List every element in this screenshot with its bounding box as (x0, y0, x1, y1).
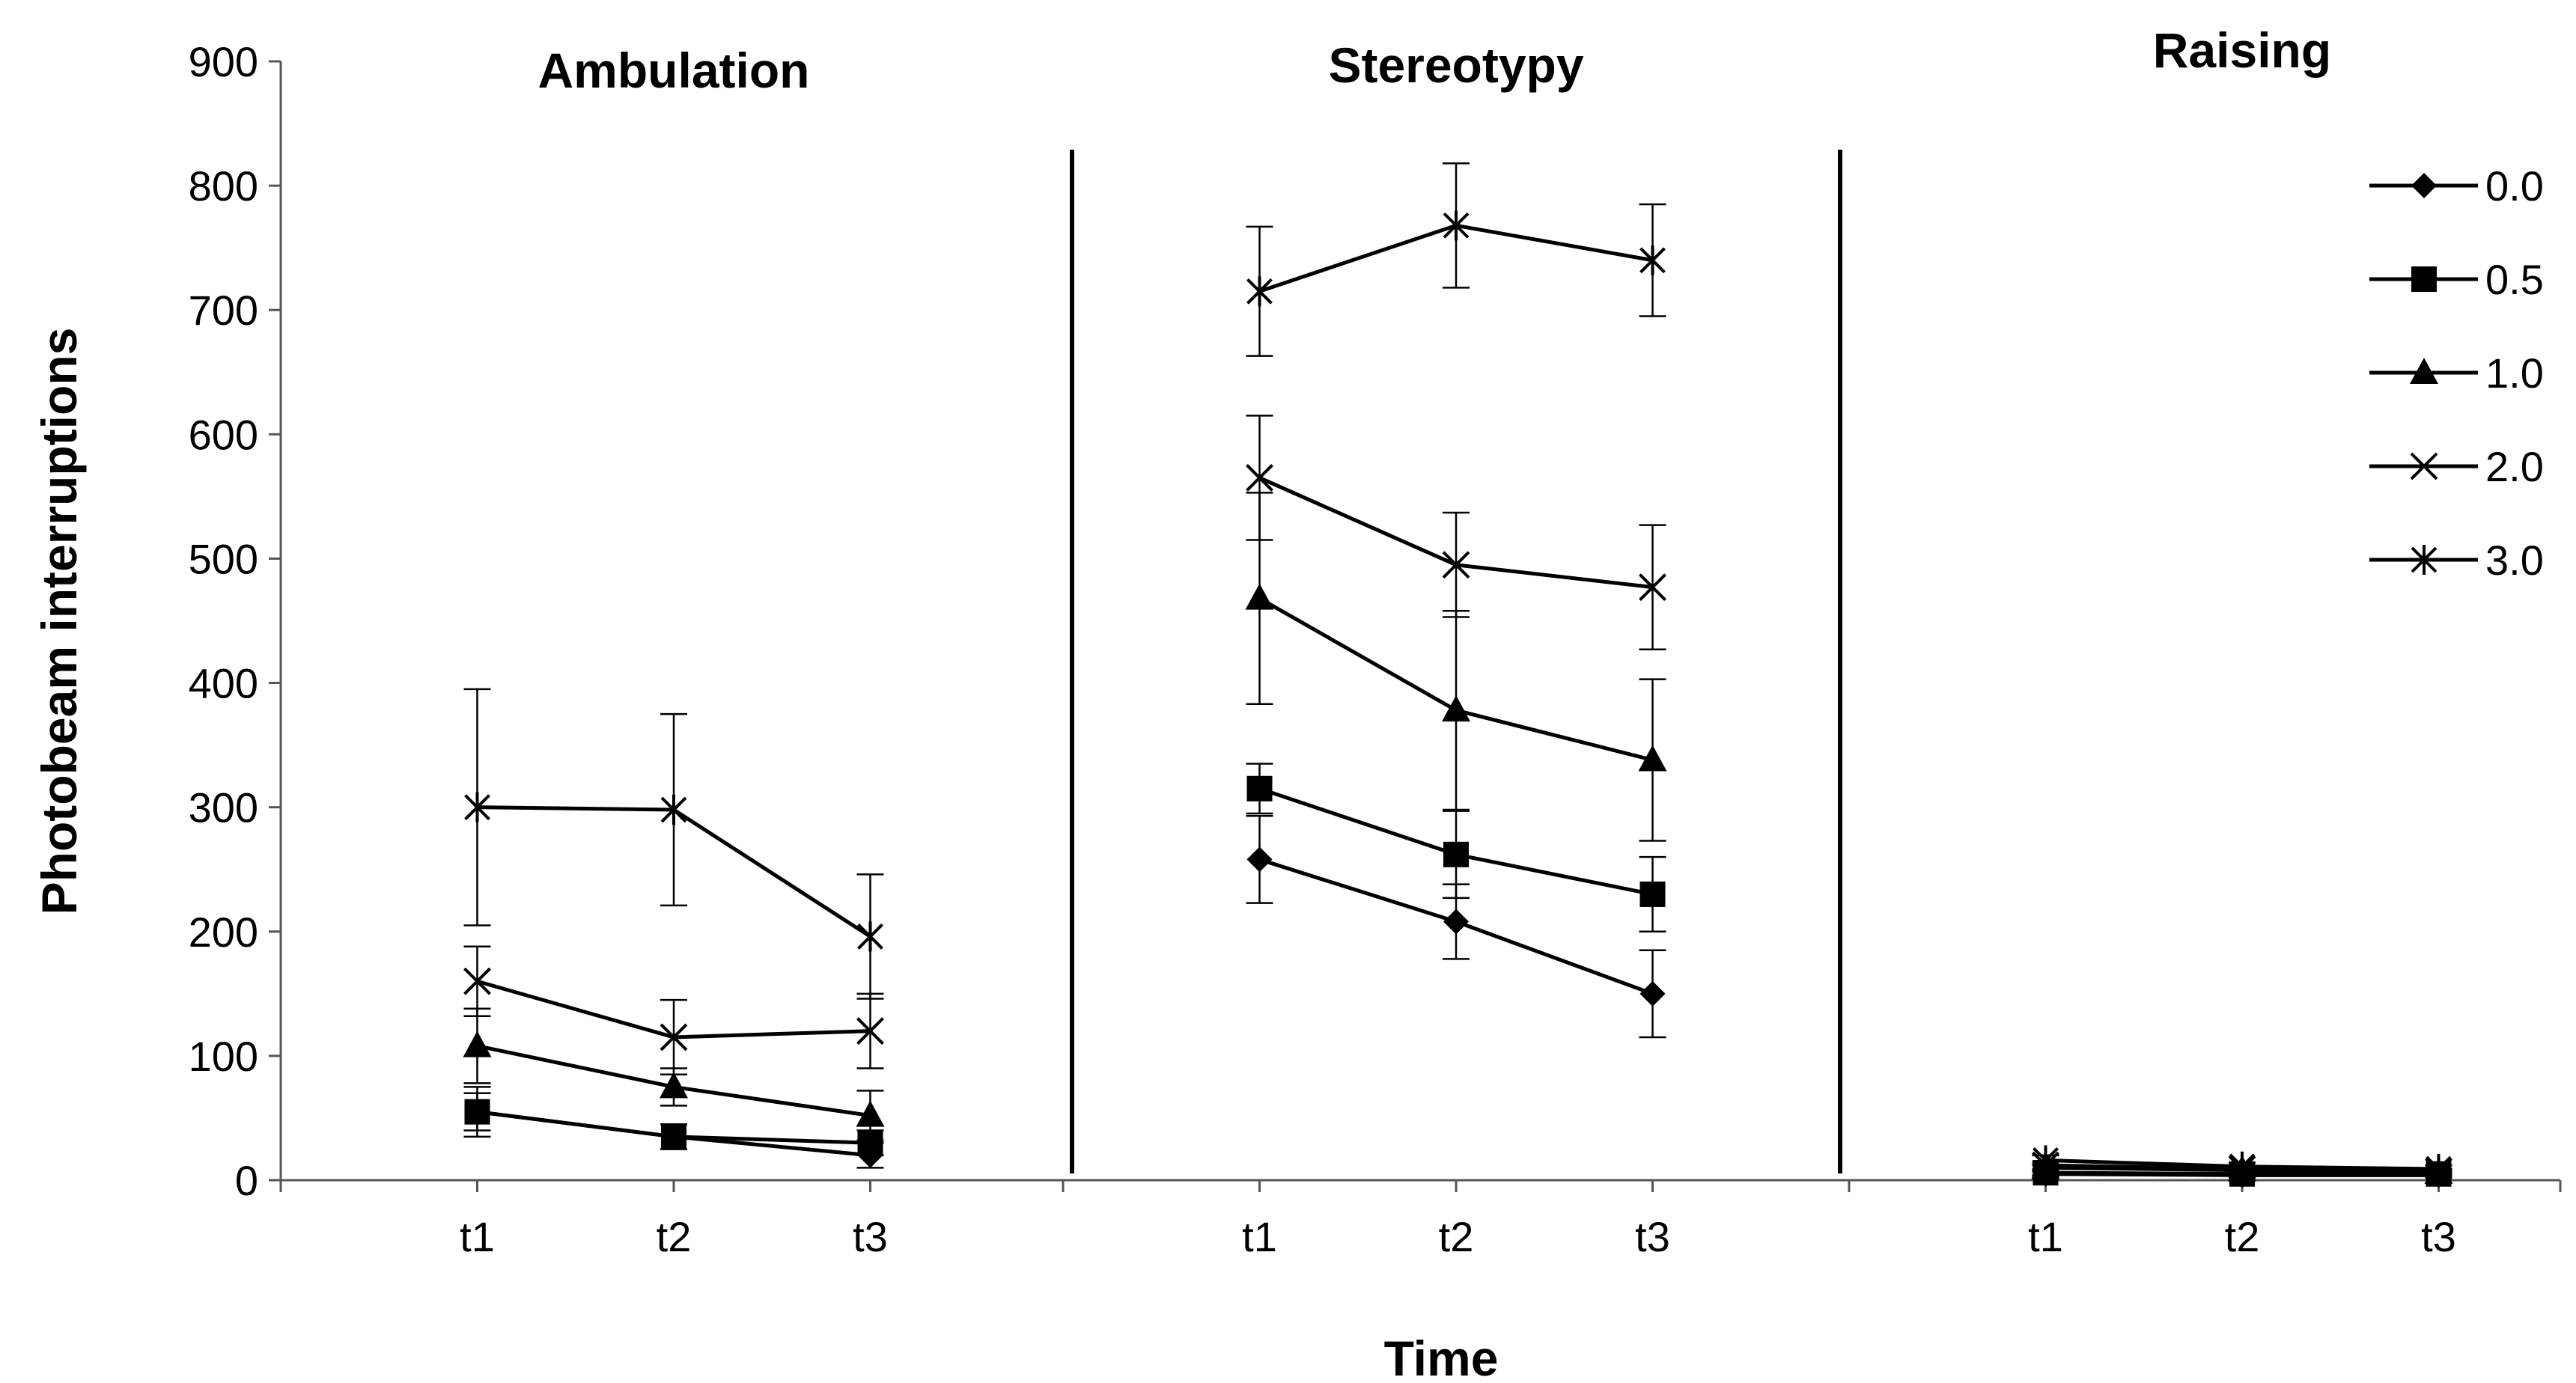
legend-item-0.5: 0.5 (2369, 256, 2544, 303)
y-tick-label: 800 (189, 162, 258, 210)
series-1.0 (1245, 492, 1667, 842)
panel-title: Raising (2153, 22, 2331, 78)
panels-layer: Ambulation t1 t2 t3 Stereotypy t1 t2 t3 Raising t… (460, 22, 2456, 1260)
data-point (1246, 276, 1273, 307)
y-tick-label: 200 (189, 909, 258, 956)
legend-marker (2410, 452, 2438, 480)
legend: 0.0 0.5 1.0 2.0 3.0 (2369, 162, 2544, 584)
data-point (856, 1017, 884, 1045)
panel-title: Stereotypy (1328, 37, 1583, 93)
x-tick-label: t2 (2225, 1213, 2260, 1260)
legend-marker (2410, 358, 2438, 384)
axes-layer: 0 100 200 300 400 500 600 700 800 900 (189, 38, 2562, 1204)
data-point (856, 1100, 885, 1127)
series-0.5 (1246, 763, 1666, 933)
data-point (857, 921, 883, 952)
legend-label: 0.5 (2485, 256, 2544, 303)
y-axis-title: Photobeam interruptions (31, 328, 87, 915)
legend-item-3.0: 3.0 (2369, 537, 2544, 584)
data-point (1246, 846, 1273, 873)
series-1.0 (463, 1007, 885, 1142)
data-point (463, 967, 491, 995)
data-point (1442, 551, 1470, 579)
y-tick-label: 900 (189, 38, 258, 85)
data-point (661, 1123, 686, 1150)
data-point (660, 794, 687, 825)
series-0.5 (463, 1092, 884, 1157)
x-tick-label: t1 (2028, 1213, 2063, 1260)
y-tick-label: 500 (189, 535, 258, 582)
panel-ambulation: Ambulation t1 t2 t3 (460, 43, 888, 1260)
y-tick-label: 400 (189, 660, 258, 707)
data-point (1638, 745, 1667, 772)
x-tick-label: t2 (657, 1213, 692, 1260)
x-tick-label: t2 (1439, 1213, 1474, 1260)
legend-label: 1.0 (2485, 349, 2544, 397)
data-point (2426, 1154, 2452, 1185)
data-point (1246, 464, 1273, 492)
panel-stereotypy: Stereotypy t1 t2 t3 (1242, 37, 1670, 1260)
legend-marker (2411, 266, 2437, 292)
y-tick-label: 100 (189, 1033, 258, 1080)
x-tick-label: t1 (460, 1213, 495, 1260)
series-2.0 (463, 945, 884, 1076)
data-point (464, 1099, 490, 1125)
series-3.0 (2032, 1145, 2452, 1185)
x-tick-label: t3 (853, 1213, 888, 1260)
series-0.0 (1246, 815, 1666, 1039)
series-2.0 (1246, 415, 1666, 650)
x-axis-title: Time (1384, 1331, 1499, 1383)
x-tick-label: t3 (2421, 1213, 2456, 1260)
legend-label: 3.0 (2485, 537, 2544, 584)
x-tick-label: t3 (1635, 1213, 1670, 1260)
data-point (463, 1031, 492, 1057)
legend-item-0.0: 0.0 (2369, 162, 2544, 210)
y-tick-label: 0 (235, 1157, 258, 1204)
data-point (660, 1023, 688, 1051)
data-point (1442, 695, 1470, 722)
data-point (1245, 583, 1274, 610)
legend-item-1.0: 1.0 (2369, 349, 2544, 397)
series-3.0 (463, 688, 884, 1000)
data-point (660, 1072, 688, 1099)
data-point (1443, 909, 1469, 935)
legend-marker (2411, 173, 2437, 198)
data-point (1639, 881, 1666, 907)
x-tick-label: t1 (1242, 1213, 1277, 1260)
data-point (1639, 980, 1666, 1007)
legend-label: 0.0 (2485, 162, 2544, 210)
data-point (464, 792, 490, 822)
data-point (1246, 775, 1273, 802)
y-tick-label: 700 (189, 287, 258, 334)
panel-title: Ambulation (538, 43, 810, 98)
data-point (2033, 1145, 2059, 1176)
data-point (2229, 1151, 2256, 1182)
data-point (1639, 573, 1666, 602)
y-tick-label: 600 (189, 411, 258, 458)
data-point (1443, 210, 1470, 241)
legend-label: 2.0 (2485, 443, 2544, 490)
legend-marker (2411, 545, 2438, 575)
panel-raising: Raising t1 t2 t3 (2028, 22, 2456, 1260)
legend-item-2.0: 2.0 (2369, 443, 2544, 490)
data-point (1443, 841, 1469, 867)
y-tick-label: 300 (189, 784, 258, 831)
data-point (1639, 245, 1666, 275)
series-3.0 (1246, 162, 1666, 357)
